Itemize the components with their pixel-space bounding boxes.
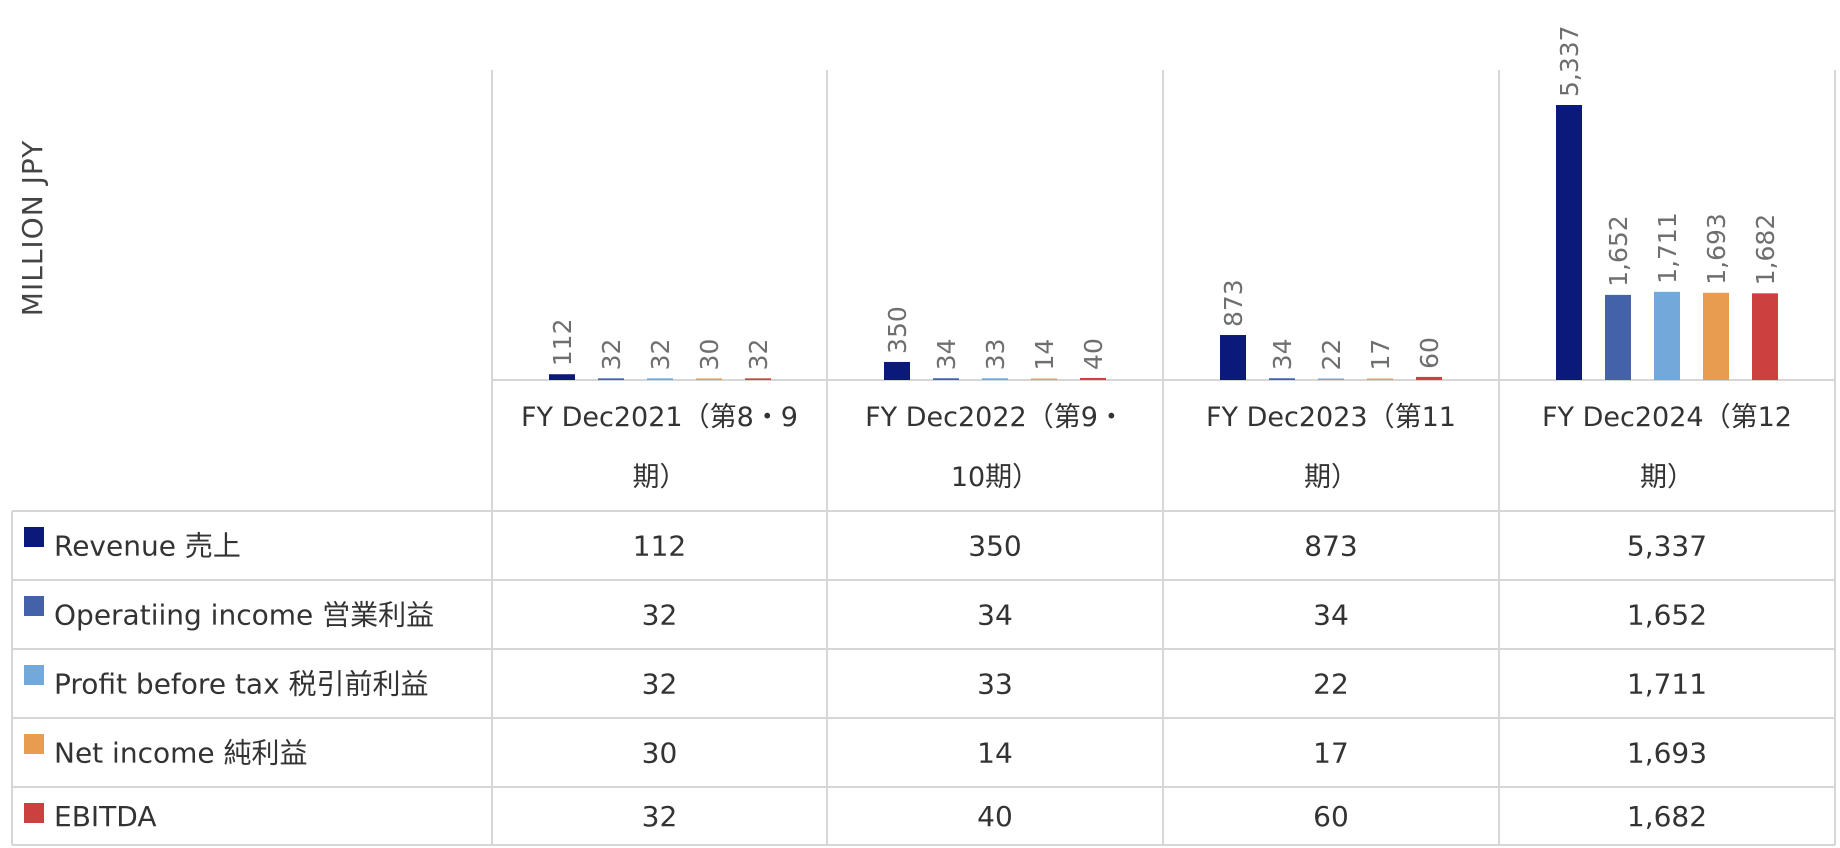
bar-label-1-0: 350 — [883, 306, 912, 354]
legend-swatch-3 — [24, 734, 44, 754]
bar-1-2 — [982, 378, 1008, 380]
bar-label-0-3: 30 — [695, 339, 724, 371]
bar-label-0-2: 32 — [646, 339, 675, 371]
bar-2-0 — [1220, 335, 1246, 380]
bar-label-0-1: 32 — [597, 339, 626, 371]
bar-2-1 — [1269, 378, 1295, 380]
category-label-1-0: FY Dec2022（第9・ — [865, 402, 1125, 433]
legend-swatch-0 — [24, 527, 44, 547]
bar-label-0-0: 112 — [548, 319, 577, 367]
category-label-0-0: FY Dec2021（第8・9 — [521, 402, 798, 433]
bar-1-3 — [1031, 378, 1057, 380]
table-row-name-1: Operatiing income 営業利益 — [54, 599, 434, 632]
legend-swatch-4 — [24, 803, 44, 823]
table-row-name-4: EBITDA — [54, 800, 156, 833]
bar-label-2-2: 22 — [1317, 339, 1346, 371]
bar-3-0 — [1556, 105, 1582, 380]
y-axis-label: MILLION JPY — [16, 140, 49, 316]
bar-2-2 — [1318, 378, 1344, 380]
bar-label-3-4: 1,682 — [1751, 214, 1780, 286]
table-cell-0-3: 5,337 — [1627, 530, 1707, 563]
category-label-3-0: FY Dec2024（第12 — [1542, 402, 1792, 433]
bar-label-2-0: 873 — [1219, 279, 1248, 327]
bar-data-labels: 112 32 32 30 32 350 34 33 14 40 873 34 22 17 60 5,337 1,… — [548, 25, 1780, 370]
bar-3-4 — [1752, 293, 1778, 380]
table-cell-4-0: 32 — [642, 800, 678, 833]
category-label-2-1: 期） — [1304, 462, 1358, 493]
bar-label-3-2: 1,711 — [1653, 212, 1682, 284]
bar-2-4 — [1416, 376, 1442, 380]
bar-label-2-3: 17 — [1366, 339, 1395, 371]
bar-label-1-3: 14 — [1030, 339, 1059, 371]
table-cell-1-3: 1,652 — [1627, 599, 1707, 632]
table-cell-1-0: 32 — [642, 599, 678, 632]
table-cell-2-1: 33 — [977, 668, 1013, 701]
bar-1-0 — [884, 361, 910, 380]
bar-3-1 — [1605, 294, 1631, 380]
category-label-0-1: 期） — [633, 462, 687, 493]
bar-label-3-1: 1,652 — [1604, 215, 1633, 287]
bar-1-1 — [933, 378, 959, 380]
bar-label-3-3: 1,693 — [1702, 213, 1731, 285]
table-row-name-2: Profit before tax 税引前利益 — [54, 668, 429, 701]
bar-0-3 — [696, 378, 722, 380]
bar-0-4 — [745, 378, 771, 380]
table-cell-4-2: 60 — [1313, 800, 1349, 833]
table-cell-2-0: 32 — [642, 668, 678, 701]
table-cell-3-3: 1,693 — [1627, 737, 1707, 770]
legend-swatch-1 — [24, 596, 44, 616]
table-cell-2-3: 1,711 — [1627, 668, 1707, 701]
table-cell-3-0: 30 — [642, 737, 678, 770]
bars-group — [549, 105, 1778, 380]
table-row-name-0: Revenue 売上 — [54, 530, 241, 563]
bar-label-1-4: 40 — [1079, 338, 1108, 370]
table-cell-2-2: 22 — [1313, 668, 1349, 701]
bar-label-2-4: 60 — [1415, 337, 1444, 369]
category-label-1-1: 10期） — [951, 462, 1039, 493]
table-cell-4-1: 40 — [977, 800, 1013, 833]
bar-label-1-1: 34 — [932, 338, 961, 370]
table-cell-1-2: 34 — [1313, 599, 1349, 632]
table-cell-4-3: 1,682 — [1627, 800, 1707, 833]
table-row-name-3: Net income 純利益 — [54, 737, 308, 770]
table-cell-0-0: 112 — [633, 530, 686, 563]
data-table-rows: Revenue 売上 112 350 873 5,337 Operatiing incom… — [24, 527, 1707, 833]
bar-3-2 — [1654, 291, 1680, 380]
table-cell-1-1: 34 — [977, 599, 1013, 632]
legend-swatch-2 — [24, 665, 44, 685]
bar-label-2-1: 34 — [1268, 338, 1297, 370]
bar-2-3 — [1367, 378, 1393, 380]
bar-0-0 — [549, 374, 575, 380]
bar-1-4 — [1080, 377, 1106, 380]
category-label-2-0: FY Dec2023（第11 — [1206, 402, 1456, 433]
bar-0-1 — [598, 378, 624, 380]
bar-label-1-2: 33 — [981, 338, 1010, 370]
category-label-3-1: 期） — [1640, 462, 1694, 493]
bar-3-3 — [1703, 292, 1729, 380]
category-labels: FY Dec2021（第8・9 期） FY Dec2022（第9・ 10期） FY De… — [521, 402, 1792, 493]
table-cell-3-2: 17 — [1313, 737, 1349, 770]
bar-0-2 — [647, 378, 673, 380]
table-cell-0-2: 873 — [1304, 530, 1357, 563]
bar-label-0-4: 32 — [744, 339, 773, 371]
table-cell-3-1: 14 — [977, 737, 1013, 770]
table-cell-0-1: 350 — [968, 530, 1021, 563]
bar-label-3-0: 5,337 — [1555, 25, 1584, 97]
